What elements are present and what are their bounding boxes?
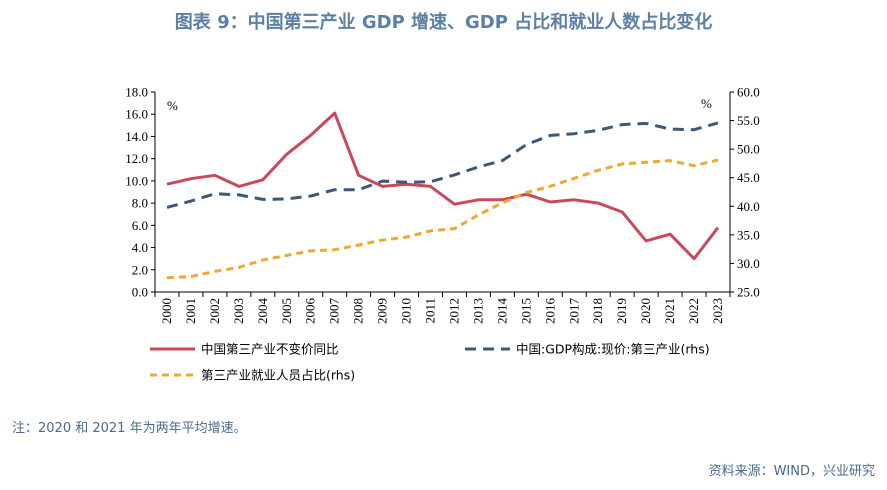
x-tick-label: 2007 (327, 298, 342, 325)
series-line-2 (166, 121, 719, 209)
right-tick-label: 30.0 (737, 256, 760, 271)
x-tick-label: 2020 (638, 298, 653, 324)
left-tick-label: 0.0 (132, 285, 148, 300)
left-tick-label: 18.0 (125, 85, 148, 100)
series-line-1 (166, 111, 720, 261)
x-tick-label: 2015 (518, 298, 533, 324)
right-tick-label: 50.0 (737, 142, 760, 157)
left-tick-label: 2.0 (132, 262, 148, 277)
x-tick-label: 2004 (255, 298, 270, 325)
left-tick-label: 6.0 (132, 218, 148, 233)
x-tick-label: 2013 (470, 298, 485, 324)
legend-label-2: 中国:GDP构成:现价:第三产业(rhs) (516, 342, 710, 357)
left-tick-label: 12.0 (125, 151, 148, 166)
left-tick-label: 4.0 (132, 240, 148, 255)
x-tick-label: 2022 (686, 298, 701, 324)
right-axis-unit: % (701, 96, 712, 111)
x-tick-label: 2014 (494, 298, 509, 325)
left-tick-label: 10.0 (125, 173, 148, 188)
source-note: 资料来源：WIND，兴业研究 (708, 464, 875, 479)
right-tick-label: 60.0 (737, 85, 760, 100)
x-tick-label: 2011 (423, 298, 438, 324)
x-tick-label: 2001 (183, 298, 198, 324)
x-tick-label: 2006 (303, 298, 318, 325)
x-tick-label: 2009 (375, 298, 390, 324)
x-tick-label: 2016 (542, 298, 557, 325)
x-tick-label: 2005 (279, 298, 294, 324)
x-tick-label: 2010 (399, 298, 414, 324)
x-tick-label: 2018 (590, 298, 605, 324)
right-tick-label: 55.0 (737, 113, 760, 128)
right-tick-label: 45.0 (737, 170, 760, 185)
right-tick-label: 40.0 (737, 199, 760, 214)
x-tick-label: 2008 (351, 298, 366, 324)
x-tick-label: 2021 (662, 298, 677, 324)
x-tick-label: 2002 (207, 298, 222, 324)
line-chart: 0.0 2.0 4.0 6.0 8.0 10.0 12.0 14.0 16.0 18.0 25.0 3… (125, 85, 760, 383)
chart-title: 图表 9：中国第三产业 GDP 增速、GDP 占比和就业人数占比变化 (174, 12, 713, 33)
left-axis-unit: % (167, 98, 178, 113)
x-tick-label: 2000 (159, 298, 174, 324)
x-tick-label: 2017 (566, 298, 581, 325)
right-tick-label: 25.0 (737, 285, 760, 300)
left-tick-label: 14.0 (125, 129, 148, 144)
right-tick-label: 35.0 (737, 227, 760, 242)
x-tick-label: 2023 (710, 298, 725, 324)
x-tick-label: 2012 (446, 298, 461, 324)
footnote: 注：2020 和 2021 年为两年平均增速。 (12, 421, 247, 436)
series-line-3 (166, 158, 719, 280)
left-tick-label: 16.0 (125, 107, 148, 122)
left-tick-label: 8.0 (132, 196, 148, 211)
legend-label-1: 中国第三产业不变价同比 (201, 342, 339, 357)
legend-label-3: 第三产业就业人员占比(rhs) (201, 368, 355, 383)
x-tick-label: 2019 (614, 298, 629, 324)
x-tick-label: 2003 (231, 298, 246, 324)
